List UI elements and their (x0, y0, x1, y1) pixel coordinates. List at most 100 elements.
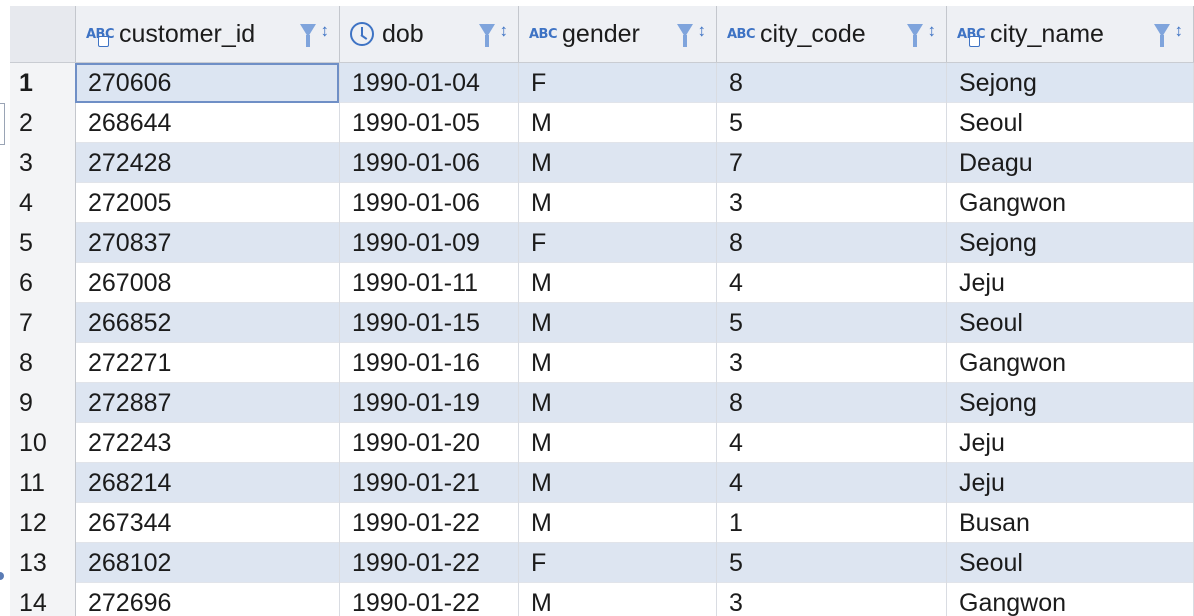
table-row[interactable]: 8 272271 1990-01-16 M 3 Gangwon (10, 343, 1194, 383)
cell-dob[interactable]: 1990-01-09 (340, 223, 519, 263)
cell-customer-id[interactable]: 270606 (76, 63, 340, 103)
cell-city-name[interactable]: Gangwon (947, 583, 1194, 616)
table-row[interactable]: 7 266852 1990-01-15 M 5 Seoul (10, 303, 1194, 343)
cell-customer-id[interactable]: 272696 (76, 583, 340, 616)
cell-city-code[interactable]: 3 (717, 343, 947, 383)
column-header-city-name[interactable]: ABC city_name ↕ (947, 6, 1194, 62)
cell-city-name[interactable]: Busan (947, 503, 1194, 543)
cell-city-code[interactable]: 7 (717, 143, 947, 183)
row-number[interactable]: 11 (10, 463, 76, 503)
table-row[interactable]: 9 272887 1990-01-19 M 8 Sejong (10, 383, 1194, 423)
cell-gender[interactable]: F (519, 543, 717, 583)
row-number[interactable]: 6 (10, 263, 76, 303)
cell-dob[interactable]: 1990-01-19 (340, 383, 519, 423)
funnel-filter-icon[interactable] (1153, 24, 1170, 47)
cell-city-name[interactable]: Gangwon (947, 343, 1194, 383)
cell-city-name[interactable]: Seoul (947, 103, 1194, 143)
cell-city-code[interactable]: 4 (717, 423, 947, 463)
cell-city-name[interactable]: Seoul (947, 543, 1194, 583)
row-number[interactable]: 7 (10, 303, 76, 343)
row-number[interactable]: 3 (10, 143, 76, 183)
cell-customer-id[interactable]: 266852 (76, 303, 340, 343)
column-header-customer-id[interactable]: ABC customer_id ↕ (76, 6, 340, 62)
cell-city-code[interactable]: 8 (717, 383, 947, 423)
row-number[interactable]: 10 (10, 423, 76, 463)
cell-dob[interactable]: 1990-01-05 (340, 103, 519, 143)
row-number[interactable]: 9 (10, 383, 76, 423)
sort-arrows-icon[interactable]: ↕ (320, 21, 330, 40)
cell-city-name[interactable]: Deagu (947, 143, 1194, 183)
cell-city-code[interactable]: 4 (717, 463, 947, 503)
column-filter-sort-control[interactable]: ↕ (906, 22, 936, 47)
cell-customer-id[interactable]: 272887 (76, 383, 340, 423)
column-filter-sort-control[interactable]: ↕ (478, 21, 509, 47)
funnel-filter-icon[interactable] (906, 24, 923, 47)
cell-customer-id[interactable]: 268102 (76, 543, 340, 583)
cell-customer-id[interactable]: 272428 (76, 143, 340, 183)
cell-dob[interactable]: 1990-01-15 (340, 303, 519, 343)
column-header-gender[interactable]: ABC gender ↕ (519, 6, 717, 62)
cell-gender[interactable]: F (519, 223, 717, 263)
cell-customer-id[interactable]: 270837 (76, 223, 340, 263)
row-number[interactable]: 4 (10, 183, 76, 223)
cell-city-code[interactable]: 5 (717, 103, 947, 143)
cell-city-name[interactable]: Sejong (947, 63, 1194, 103)
header-corner[interactable] (10, 6, 76, 62)
cell-gender[interactable]: M (519, 503, 717, 543)
sort-arrows-icon[interactable]: ↕ (499, 21, 509, 40)
column-header-city-code[interactable]: ABC city_code ↕ (717, 6, 947, 62)
cell-city-name[interactable]: Jeju (947, 263, 1194, 303)
cell-gender[interactable]: M (519, 463, 717, 503)
cell-city-code[interactable]: 3 (717, 183, 947, 223)
cell-gender[interactable]: M (519, 303, 717, 343)
cell-gender[interactable]: M (519, 423, 717, 463)
table-row[interactable]: 11 268214 1990-01-21 M 4 Jeju (10, 463, 1194, 503)
cell-customer-id[interactable]: 267008 (76, 263, 340, 303)
table-row[interactable]: 5 270837 1990-01-09 F 8 Sejong (10, 223, 1194, 263)
table-row[interactable]: 10 272243 1990-01-20 M 4 Jeju (10, 423, 1194, 463)
table-row[interactable]: 13 268102 1990-01-22 F 5 Seoul (10, 543, 1194, 583)
column-filter-sort-control[interactable]: ↕ (299, 21, 330, 47)
cell-city-code[interactable]: 3 (717, 583, 947, 616)
cell-customer-id[interactable]: 272243 (76, 423, 340, 463)
cell-gender[interactable]: M (519, 343, 717, 383)
cell-city-name[interactable]: Jeju (947, 423, 1194, 463)
cell-dob[interactable]: 1990-01-06 (340, 183, 519, 223)
cell-gender[interactable]: M (519, 103, 717, 143)
funnel-filter-icon[interactable] (478, 24, 495, 47)
cell-city-name[interactable]: Sejong (947, 223, 1194, 263)
cell-city-name[interactable]: Jeju (947, 463, 1194, 503)
table-row[interactable]: 12 267344 1990-01-22 M 1 Busan (10, 503, 1194, 543)
funnel-filter-icon[interactable] (676, 24, 693, 47)
cell-customer-id[interactable]: 268214 (76, 463, 340, 503)
cell-customer-id[interactable]: 272005 (76, 183, 340, 223)
row-number[interactable]: 8 (10, 343, 76, 383)
cell-dob[interactable]: 1990-01-06 (340, 143, 519, 183)
column-filter-sort-control[interactable]: ↕ (676, 21, 707, 47)
table-row[interactable]: 6 267008 1990-01-11 M 4 Jeju (10, 263, 1194, 303)
cell-dob[interactable]: 1990-01-11 (340, 263, 519, 303)
row-number[interactable]: 12 (10, 503, 76, 543)
cell-gender[interactable]: M (519, 583, 717, 616)
row-number[interactable]: 5 (10, 223, 76, 263)
table-row[interactable]: 1 270606 1990-01-04 F 8 Sejong (10, 63, 1194, 103)
column-header-dob[interactable]: dob ↕ (340, 6, 519, 62)
cell-city-name[interactable]: Seoul (947, 303, 1194, 343)
cell-gender[interactable]: M (519, 143, 717, 183)
sort-arrows-icon[interactable]: ↕ (1174, 21, 1184, 40)
cell-dob[interactable]: 1990-01-21 (340, 463, 519, 503)
cell-gender[interactable]: M (519, 383, 717, 423)
cell-gender[interactable]: F (519, 63, 717, 103)
funnel-filter-icon[interactable] (299, 24, 316, 47)
row-number[interactable]: 13 (10, 543, 76, 583)
cell-city-name[interactable]: Sejong (947, 383, 1194, 423)
table-row[interactable]: 3 272428 1990-01-06 M 7 Deagu (10, 143, 1194, 183)
cell-gender[interactable]: M (519, 183, 717, 223)
cell-city-code[interactable]: 5 (717, 303, 947, 343)
sort-arrows-icon[interactable]: ↕ (697, 21, 707, 40)
cell-city-code[interactable]: 1 (717, 503, 947, 543)
cell-customer-id[interactable]: 272271 (76, 343, 340, 383)
cell-city-code[interactable]: 4 (717, 263, 947, 303)
row-number[interactable]: 14 (10, 583, 76, 616)
table-row[interactable]: 4 272005 1990-01-06 M 3 Gangwon (10, 183, 1194, 223)
